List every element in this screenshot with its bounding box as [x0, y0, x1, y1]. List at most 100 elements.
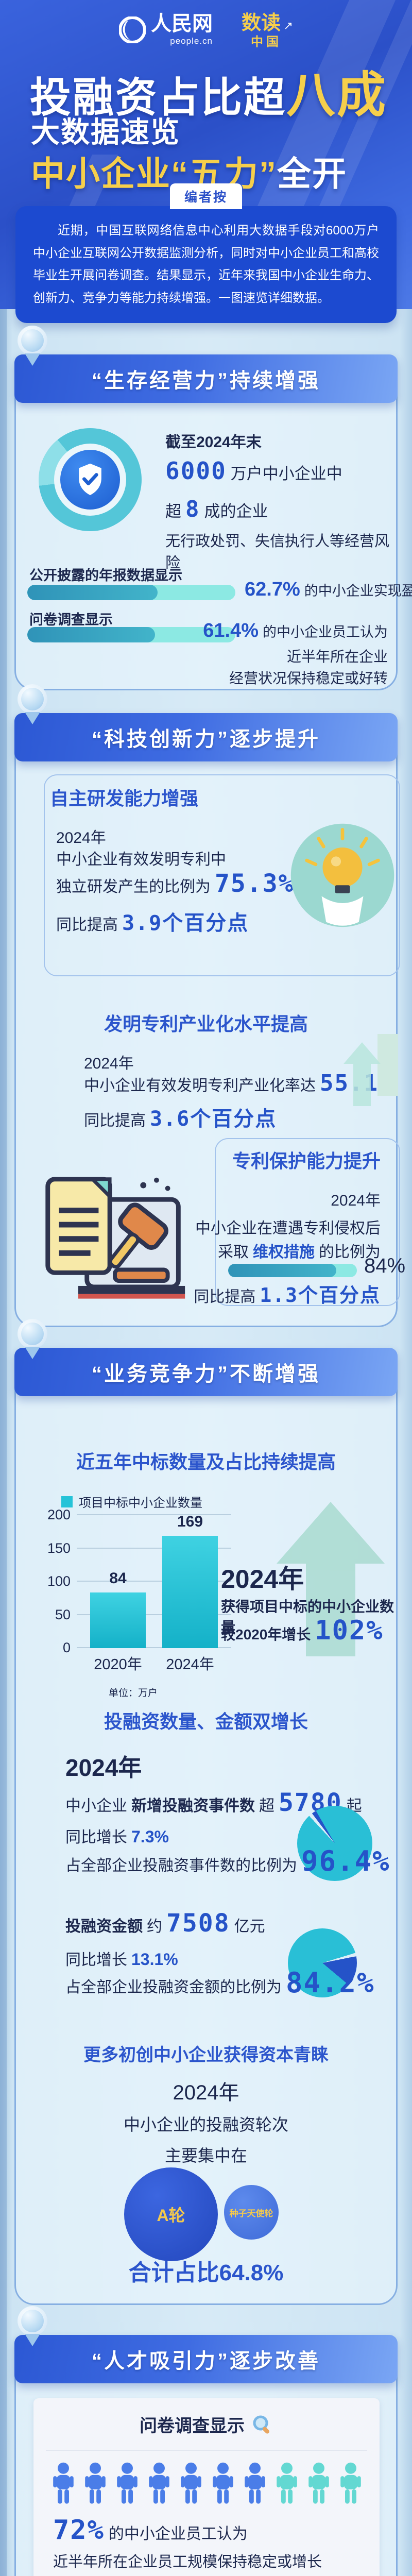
- section-talent-banner: “人才吸引力”逐步改善: [14, 2335, 398, 2383]
- fin-line4a: 投融资金额: [65, 1918, 143, 1935]
- gavel-document-icon: [39, 1170, 191, 1305]
- divider: [46, 2450, 367, 2451]
- y-tick-label: 100: [47, 1573, 71, 1589]
- bar-2020年: 84 2020年: [90, 1570, 146, 1673]
- patent-protect-year: 2024年: [331, 1192, 381, 1209]
- program-name-bottom: 中国: [251, 35, 282, 49]
- location-pin-icon: [18, 1319, 47, 1359]
- stability-progress-bar: [27, 627, 235, 642]
- industrialization-subtitle: 发明专利产业化水平提高: [104, 1013, 308, 1035]
- location-pin-icon: [18, 326, 47, 366]
- startup-total: 合计占比64.8%: [128, 2260, 284, 2285]
- fin-line1a: 中小企业: [65, 1798, 127, 1815]
- main-title-line1: 投融资占比超八成: [30, 68, 388, 123]
- rnd-subbox-outline: [44, 774, 400, 976]
- section-talent: “人才吸引力”逐步改善 问卷调查显示 72% 的中小企业员工认为 近半年所在企业…: [14, 2335, 398, 2576]
- shudu-china-logo: 数读 ↗ 中国: [242, 13, 293, 48]
- person-icon: [212, 2462, 234, 2507]
- bar-2024年: 169 2024年: [162, 1513, 218, 1673]
- gridline: [77, 1647, 231, 1648]
- editor-note: 近期，中国互联网络信息中心利用大数据手段对6000万户中小企业互联网公开数据监测…: [15, 206, 397, 323]
- rnd-growth: 3.9个百分点: [122, 911, 249, 935]
- person-icon: [180, 2462, 202, 2507]
- section-business-banner: “业务竞争力”不断增强: [14, 1348, 398, 1396]
- no-risk-text: 无行政处罚、失信执行人等经营风险: [165, 533, 390, 571]
- fin-amount-value: 7508: [166, 1909, 230, 1938]
- talent-text2-1: 近半年所在企业员工规模保持稳定或增长: [53, 2554, 322, 2570]
- smes-count-label: 万户中小企业中: [230, 465, 342, 483]
- chart-legend: 项目中标中小企业数量: [61, 1493, 202, 1511]
- bar-value: 84: [109, 1569, 127, 1587]
- person-icon: [307, 2462, 330, 2507]
- shield-check-icon: [39, 428, 142, 531]
- rnd-pct: 75.3%: [215, 869, 295, 898]
- talent-text1-1: 的中小企业员工认为: [108, 2526, 248, 2543]
- person-icon: [339, 2462, 362, 2507]
- patent-protect-subtitle: 专利保护能力提升: [232, 1150, 381, 1172]
- gridline: [77, 1547, 231, 1549]
- y-tick-label: 200: [47, 1507, 71, 1522]
- rnd-line3-label: 同比提高: [56, 917, 118, 934]
- bid-annot-text: 获得项目中标的中小企业数量: [221, 1599, 394, 1635]
- industrialization-growth: 3.6个百分点: [150, 1107, 277, 1131]
- gridline: [77, 1614, 231, 1615]
- bid-subtitle: 近五年中标数量及占比持续提高: [76, 1451, 336, 1472]
- patent-protect-line1: 中小企业在遭遇专利侵权后: [195, 1220, 381, 1237]
- rnd-year: 2024年: [56, 829, 106, 846]
- survey-card-title-row: 问卷调查显示: [33, 2412, 380, 2437]
- person-icon: [116, 2462, 139, 2507]
- y-tick-label: 50: [55, 1606, 71, 1622]
- startup-line2: 主要集中在: [164, 2146, 247, 2165]
- profit-text: 的中小企业实现盈利: [304, 583, 412, 599]
- round-a-bubble: A轮: [124, 2167, 218, 2261]
- person-icon-row: [52, 2462, 362, 2507]
- gridline: [77, 1581, 231, 1582]
- stability-progress-fill: [27, 627, 156, 642]
- rights-pct: 84%: [364, 1255, 406, 1277]
- people-cn-crescent-icon: [119, 16, 146, 43]
- industrialization-line1: 中小企业有效发明专利产业化率达: [84, 1077, 316, 1094]
- rnd-line2-label: 独立研发产生的比例为: [56, 878, 211, 895]
- gridline: [77, 1514, 231, 1515]
- survey-card-title: 问卷调查显示: [140, 2416, 245, 2436]
- rights-growth-label: 同比提高: [194, 1289, 256, 1306]
- section-innovation: “科技创新力”逐步提升 自主研发能力增强 2024年 中小企业有效发明专利中 独…: [14, 713, 405, 1327]
- fin-amount-share: 84.2%: [286, 1967, 375, 1999]
- magnifying-glass-icon: [253, 2415, 269, 2434]
- fin-line4b: 约: [147, 1918, 162, 1935]
- legend-swatch: [61, 1496, 73, 1507]
- events-share-pie: [297, 1806, 372, 1881]
- annual-report-label: 公开披露的年报数据显示: [29, 568, 182, 583]
- eighty-pct-value: 8: [185, 496, 200, 522]
- brand-domain: people.cn: [170, 36, 213, 46]
- industrialization-year: 2024年: [84, 1055, 134, 1072]
- startup-line1: 中小企业的投融资轮次: [123, 2115, 288, 2134]
- bid-annot-year: 2024年: [221, 1565, 304, 1594]
- startup-subtitle: 更多初创中小企业获得资本青睐: [83, 2045, 329, 2065]
- person-icon: [148, 2462, 170, 2507]
- person-icon: [244, 2462, 266, 2507]
- legend-label: 项目中标中小企业数量: [79, 1496, 202, 1510]
- bar-category: 2020年: [94, 1656, 142, 1673]
- talent-pct-1: 72%: [53, 2515, 105, 2546]
- bid-growth-value: 102%: [315, 1615, 384, 1646]
- bid-growth-label: 较2020年增长: [221, 1626, 311, 1642]
- y-tick-label: 150: [47, 1540, 71, 1556]
- patent-protect-line2c: 的比例为: [319, 1244, 381, 1261]
- rights-growth: 1.3个百分点: [260, 1284, 381, 1307]
- fin-events-share: 96.4%: [301, 1845, 390, 1877]
- financing-year: 2024年: [65, 1754, 142, 1781]
- patent-protect-outline: [215, 1138, 400, 1306]
- bid-bar-chart: 0 50 100 150 200 84 2020年 169 2024年: [47, 1507, 231, 1673]
- people-cn-logo: 人民网 people.cn: [119, 13, 213, 46]
- patent-protect-line2a: 采取: [218, 1244, 249, 1261]
- stability-text2: 近半年所在企业: [286, 649, 388, 665]
- person-icon: [52, 2462, 75, 2507]
- profit-progress-bar: [27, 585, 235, 600]
- bar-category: 2024年: [166, 1656, 214, 1673]
- fin-line3a: 占全部企业投融资事件数的比例为: [65, 1857, 297, 1874]
- stability-text1: 的中小企业员工认为: [263, 624, 388, 640]
- rights-progress-fill: [228, 1264, 336, 1277]
- chart-unit: 单位：万户: [109, 1688, 158, 1699]
- over-label: 超: [165, 502, 181, 520]
